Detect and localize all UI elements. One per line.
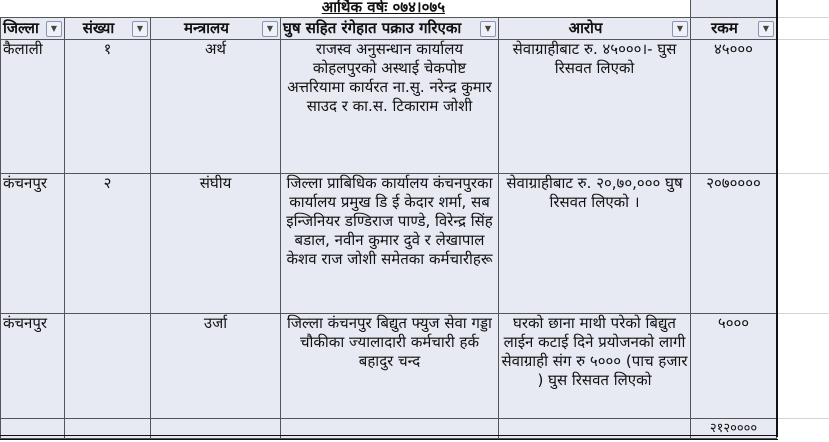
cell-person[interactable]: जिल्ला प्राबिधिक कार्यालय कंचनपुरका कार्…	[280, 173, 499, 314]
header-label: जिल्ला	[3, 19, 39, 37]
header-ministry: मन्त्रालय ▼	[150, 17, 281, 40]
header-allegation: आरोप ▼	[498, 17, 691, 40]
header-label: घुष सहित रंगेहात पक्राउ गरिएका	[283, 19, 462, 37]
header-row: जिल्ला ▼ संख्या ▼ मन्त्रालय ▼ घुष सहित रंगे…	[0, 17, 777, 40]
cell-district[interactable]: कंचनपुर	[0, 173, 65, 314]
table-row: कैलाली १ अर्थ राजस्व अनुसन्धान कार्यालय …	[0, 39, 777, 174]
table-right-border	[776, 0, 778, 437]
cell-amount[interactable]: २०७००००	[690, 173, 777, 314]
cell-district[interactable]: कैलाली	[0, 39, 65, 174]
total-row: २१२००००	[0, 418, 777, 439]
header-label: मन्त्रालय	[184, 19, 229, 37]
table-bottom-border	[0, 435, 778, 440]
cell-number[interactable]: २	[64, 173, 151, 314]
fiscal-year-title: आर्थिक वर्षः ०७४।०७५	[321, 0, 445, 16]
cell-amount[interactable]: ५०००	[690, 313, 777, 419]
cell-ministry[interactable]: संघीय	[150, 173, 281, 314]
dropdown-arrow-icon[interactable]: ▼	[480, 21, 496, 37]
gridline	[778, 39, 829, 40]
cell-number[interactable]: १	[64, 39, 151, 174]
cell-district[interactable]: कंचनपुर	[0, 313, 65, 419]
cell-ministry[interactable]: उर्जा	[150, 313, 281, 419]
gridline	[778, 418, 829, 419]
cell-person[interactable]: राजस्व अनुसन्धान कार्यालय कोहलपुरको अस्थ…	[280, 39, 499, 174]
cell-ministry[interactable]: अर्थ	[150, 39, 281, 174]
cell-allegation[interactable]: सेवाग्राहीबाट रु. ४५०००।- घुस रिसवत लिएक…	[498, 39, 691, 174]
header-amount: रकम ▼	[690, 17, 777, 40]
dropdown-arrow-icon[interactable]: ▼	[262, 21, 278, 37]
header-label: रकम	[711, 19, 738, 37]
gridline	[778, 313, 829, 314]
header-district: जिल्ला ▼	[0, 17, 65, 40]
header-label: संख्या	[82, 19, 115, 37]
cell-amount[interactable]: ४५०००	[690, 39, 777, 174]
amount-column-top	[690, 0, 777, 17]
bribery-table: जिल्ला ▼ संख्या ▼ मन्त्रालय ▼ घुष सहित रंगे…	[0, 17, 777, 439]
dropdown-arrow-icon[interactable]: ▼	[672, 21, 688, 37]
header-number: संख्या ▼	[64, 17, 151, 40]
dropdown-arrow-icon[interactable]: ▼	[132, 21, 148, 37]
cell-allegation[interactable]: घरको छाना माथी परेको बिद्युत लाईन कटाई द…	[498, 313, 691, 419]
dropdown-arrow-icon[interactable]: ▼	[46, 21, 62, 37]
table-row: कंचनपुर २ संघीय जिल्ला प्राबिधिक कार्याल…	[0, 173, 777, 314]
cell-number[interactable]	[64, 313, 151, 419]
gridline	[778, 17, 829, 18]
table-row: कंचनपुर उर्जा जिल्ला कंचनपुर बिद्युत फ्य…	[0, 313, 777, 419]
cell-allegation[interactable]: सेवाग्राहीबाट रु. २०,७०,००० घुष रिसवत लि…	[498, 173, 691, 314]
cell-total[interactable]: २१२००००	[690, 418, 777, 439]
header-person: घुष सहित रंगेहात पक्राउ गरिएका ▼	[280, 17, 499, 40]
dropdown-arrow-icon[interactable]: ▼	[758, 21, 774, 37]
cell-person[interactable]: जिल्ला कंचनपुर बिद्युत फ्युज सेवा गड्डा …	[280, 313, 499, 419]
gridline	[778, 173, 829, 174]
header-label: आरोप	[568, 19, 603, 37]
